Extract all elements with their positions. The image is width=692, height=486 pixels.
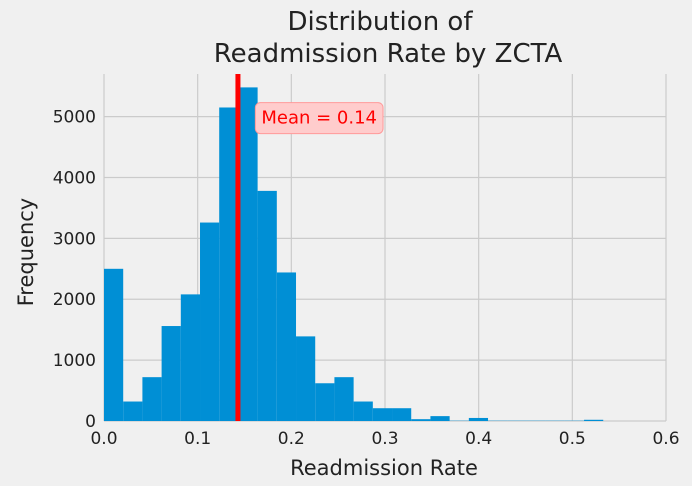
x-tick-labels: 0.0 0.1 0.2 0.3 0.4 0.5 0.6 xyxy=(90,429,679,449)
histogram-bars xyxy=(104,87,604,422)
x-tick-label: 0.5 xyxy=(559,429,586,449)
histogram-bar xyxy=(276,272,297,421)
histogram-bar xyxy=(104,268,124,421)
mean-marker: Mean = 0.14 xyxy=(235,74,384,421)
y-axis-label: Frequency xyxy=(14,198,38,307)
x-tick-label: 0.4 xyxy=(465,429,492,449)
histogram-bar xyxy=(123,401,143,421)
histogram-bar xyxy=(468,417,489,421)
histogram-bar xyxy=(257,190,277,421)
histogram-bar xyxy=(180,294,201,421)
histogram-bar xyxy=(142,377,162,421)
chart-title-line-1: Distribution of xyxy=(287,7,473,37)
histogram-bar xyxy=(200,222,220,421)
histogram-bar xyxy=(584,419,604,421)
mean-annotation-box xyxy=(254,102,384,135)
histogram-bar xyxy=(353,401,373,421)
chart-title-line-2: Readmission Rate by ZCTA xyxy=(214,39,563,69)
histogram-bar xyxy=(238,87,258,422)
x-axis-label: Readmission Rate xyxy=(290,456,478,480)
y-tick-label: 0 xyxy=(85,412,96,432)
x-tick-label: 0.1 xyxy=(184,429,211,449)
histogram-bar xyxy=(411,419,431,421)
histogram-bar xyxy=(372,408,393,421)
histogram-bar xyxy=(161,326,181,421)
mean-annotation-label: Mean = 0.14 xyxy=(261,108,377,129)
x-tick-label: 0.0 xyxy=(90,429,117,449)
y-tick-label: 3000 xyxy=(53,229,96,249)
histogram-bar xyxy=(334,377,354,421)
histogram-bar xyxy=(392,408,412,421)
y-tick-label: 2000 xyxy=(53,290,96,310)
histogram-bar xyxy=(315,383,335,421)
x-tick-label: 0.2 xyxy=(278,429,305,449)
histogram-bar xyxy=(219,107,239,421)
x-tick-label: 0.3 xyxy=(371,429,398,449)
histogram-bar xyxy=(296,336,316,421)
y-tick-label: 5000 xyxy=(53,108,96,128)
x-tick-label: 0.6 xyxy=(652,429,679,449)
y-tick-label: 1000 xyxy=(53,351,96,371)
y-tick-labels: 0 1000 2000 3000 4000 5000 xyxy=(53,108,96,432)
histogram-bar xyxy=(430,416,450,421)
y-tick-label: 4000 xyxy=(53,168,96,188)
